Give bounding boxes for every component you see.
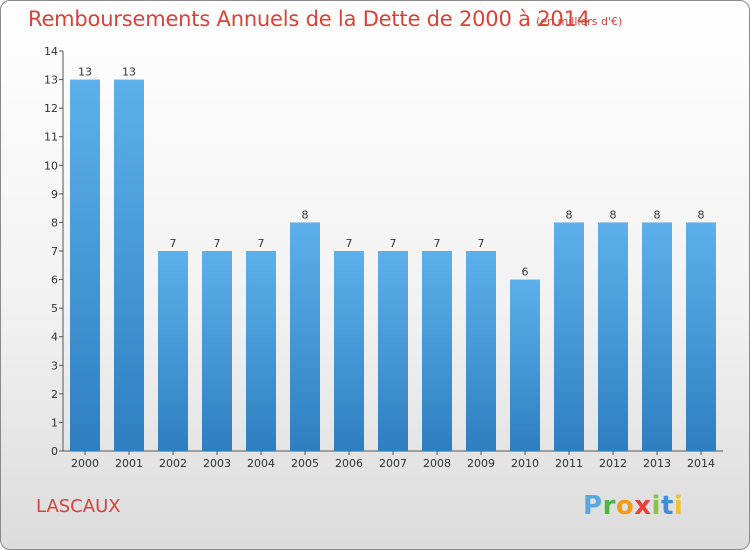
- bar: [510, 279, 540, 451]
- y-tick-label: 1: [51, 416, 58, 429]
- x-tick-label: 2006: [335, 457, 363, 470]
- unit-note: (en milliers d'€): [536, 15, 623, 28]
- bar-value-label: 8: [566, 208, 573, 221]
- y-tick-label: 12: [44, 102, 58, 115]
- x-tick-label: 2013: [643, 457, 671, 470]
- bar: [202, 251, 232, 451]
- y-tick-label: 4: [51, 331, 58, 344]
- x-tick-label: 2003: [203, 457, 231, 470]
- bar-value-label: 7: [170, 237, 177, 250]
- logo-letter: r: [602, 491, 616, 521]
- bar: [334, 251, 364, 451]
- bar-value-label: 8: [698, 208, 705, 221]
- x-tick-label: 2004: [247, 457, 275, 470]
- bar-value-label: 7: [478, 237, 485, 250]
- x-tick-label: 2007: [379, 457, 407, 470]
- bar: [378, 251, 408, 451]
- bar-value-label: 7: [434, 237, 441, 250]
- y-tick-label: 2: [51, 388, 58, 401]
- bar: [158, 251, 188, 451]
- y-tick-label: 7: [51, 245, 58, 258]
- y-tick-label: 8: [51, 216, 58, 229]
- bar: [466, 251, 496, 451]
- x-tick-label: 2000: [71, 457, 99, 470]
- bar-value-label: 8: [654, 208, 661, 221]
- y-tick-label: 0: [51, 445, 58, 458]
- commune-name: LASCAUX: [36, 496, 121, 517]
- y-tick-label: 3: [51, 359, 58, 372]
- x-tick-label: 2001: [115, 457, 143, 470]
- bar: [642, 222, 672, 451]
- y-tick-label: 11: [44, 131, 58, 144]
- bar: [686, 222, 716, 451]
- logo-letter: i: [673, 491, 684, 521]
- bar: [598, 222, 628, 451]
- x-tick-label: 2011: [555, 457, 583, 470]
- x-tick-label: 2005: [291, 457, 319, 470]
- y-tick-label: 9: [51, 188, 58, 201]
- bar: [70, 79, 100, 452]
- bar: [290, 222, 320, 451]
- bar-value-label: 13: [78, 66, 92, 79]
- bar: [114, 79, 144, 452]
- logo-letter: o: [615, 491, 635, 521]
- bar: [422, 251, 452, 451]
- logo-letter: i: [651, 491, 661, 521]
- x-tick-label: 2010: [511, 457, 539, 470]
- bar-value-label: 7: [214, 237, 221, 250]
- bar-value-label: 7: [390, 237, 397, 250]
- logo-letter: P: [583, 491, 603, 521]
- x-tick-label: 2009: [467, 457, 495, 470]
- bar-value-label: 7: [258, 237, 265, 250]
- logo-letter: t: [660, 491, 674, 521]
- y-tick-label: 13: [44, 74, 58, 87]
- y-tick-label: 10: [44, 159, 58, 172]
- bar-value-label: 8: [610, 208, 617, 221]
- proxiti-logo[interactable]: Proxiti: [583, 491, 683, 521]
- bar-value-label: 8: [302, 208, 309, 221]
- x-tick-label: 2012: [599, 457, 627, 470]
- logo-letter: x: [634, 491, 652, 521]
- x-tick-label: 2002: [159, 457, 187, 470]
- y-tick-label: 6: [51, 274, 58, 287]
- bar: [554, 222, 584, 451]
- y-tick-label: 14: [44, 45, 58, 58]
- y-tick-label: 5: [51, 302, 58, 315]
- bar-value-label: 13: [122, 66, 136, 79]
- bar: [246, 251, 276, 451]
- chart-title: Remboursements Annuels de la Dette de 20…: [28, 7, 590, 31]
- bar-value-label: 6: [522, 266, 529, 279]
- x-tick-label: 2008: [423, 457, 451, 470]
- bar-value-label: 7: [346, 237, 353, 250]
- x-tick-label: 2014: [687, 457, 715, 470]
